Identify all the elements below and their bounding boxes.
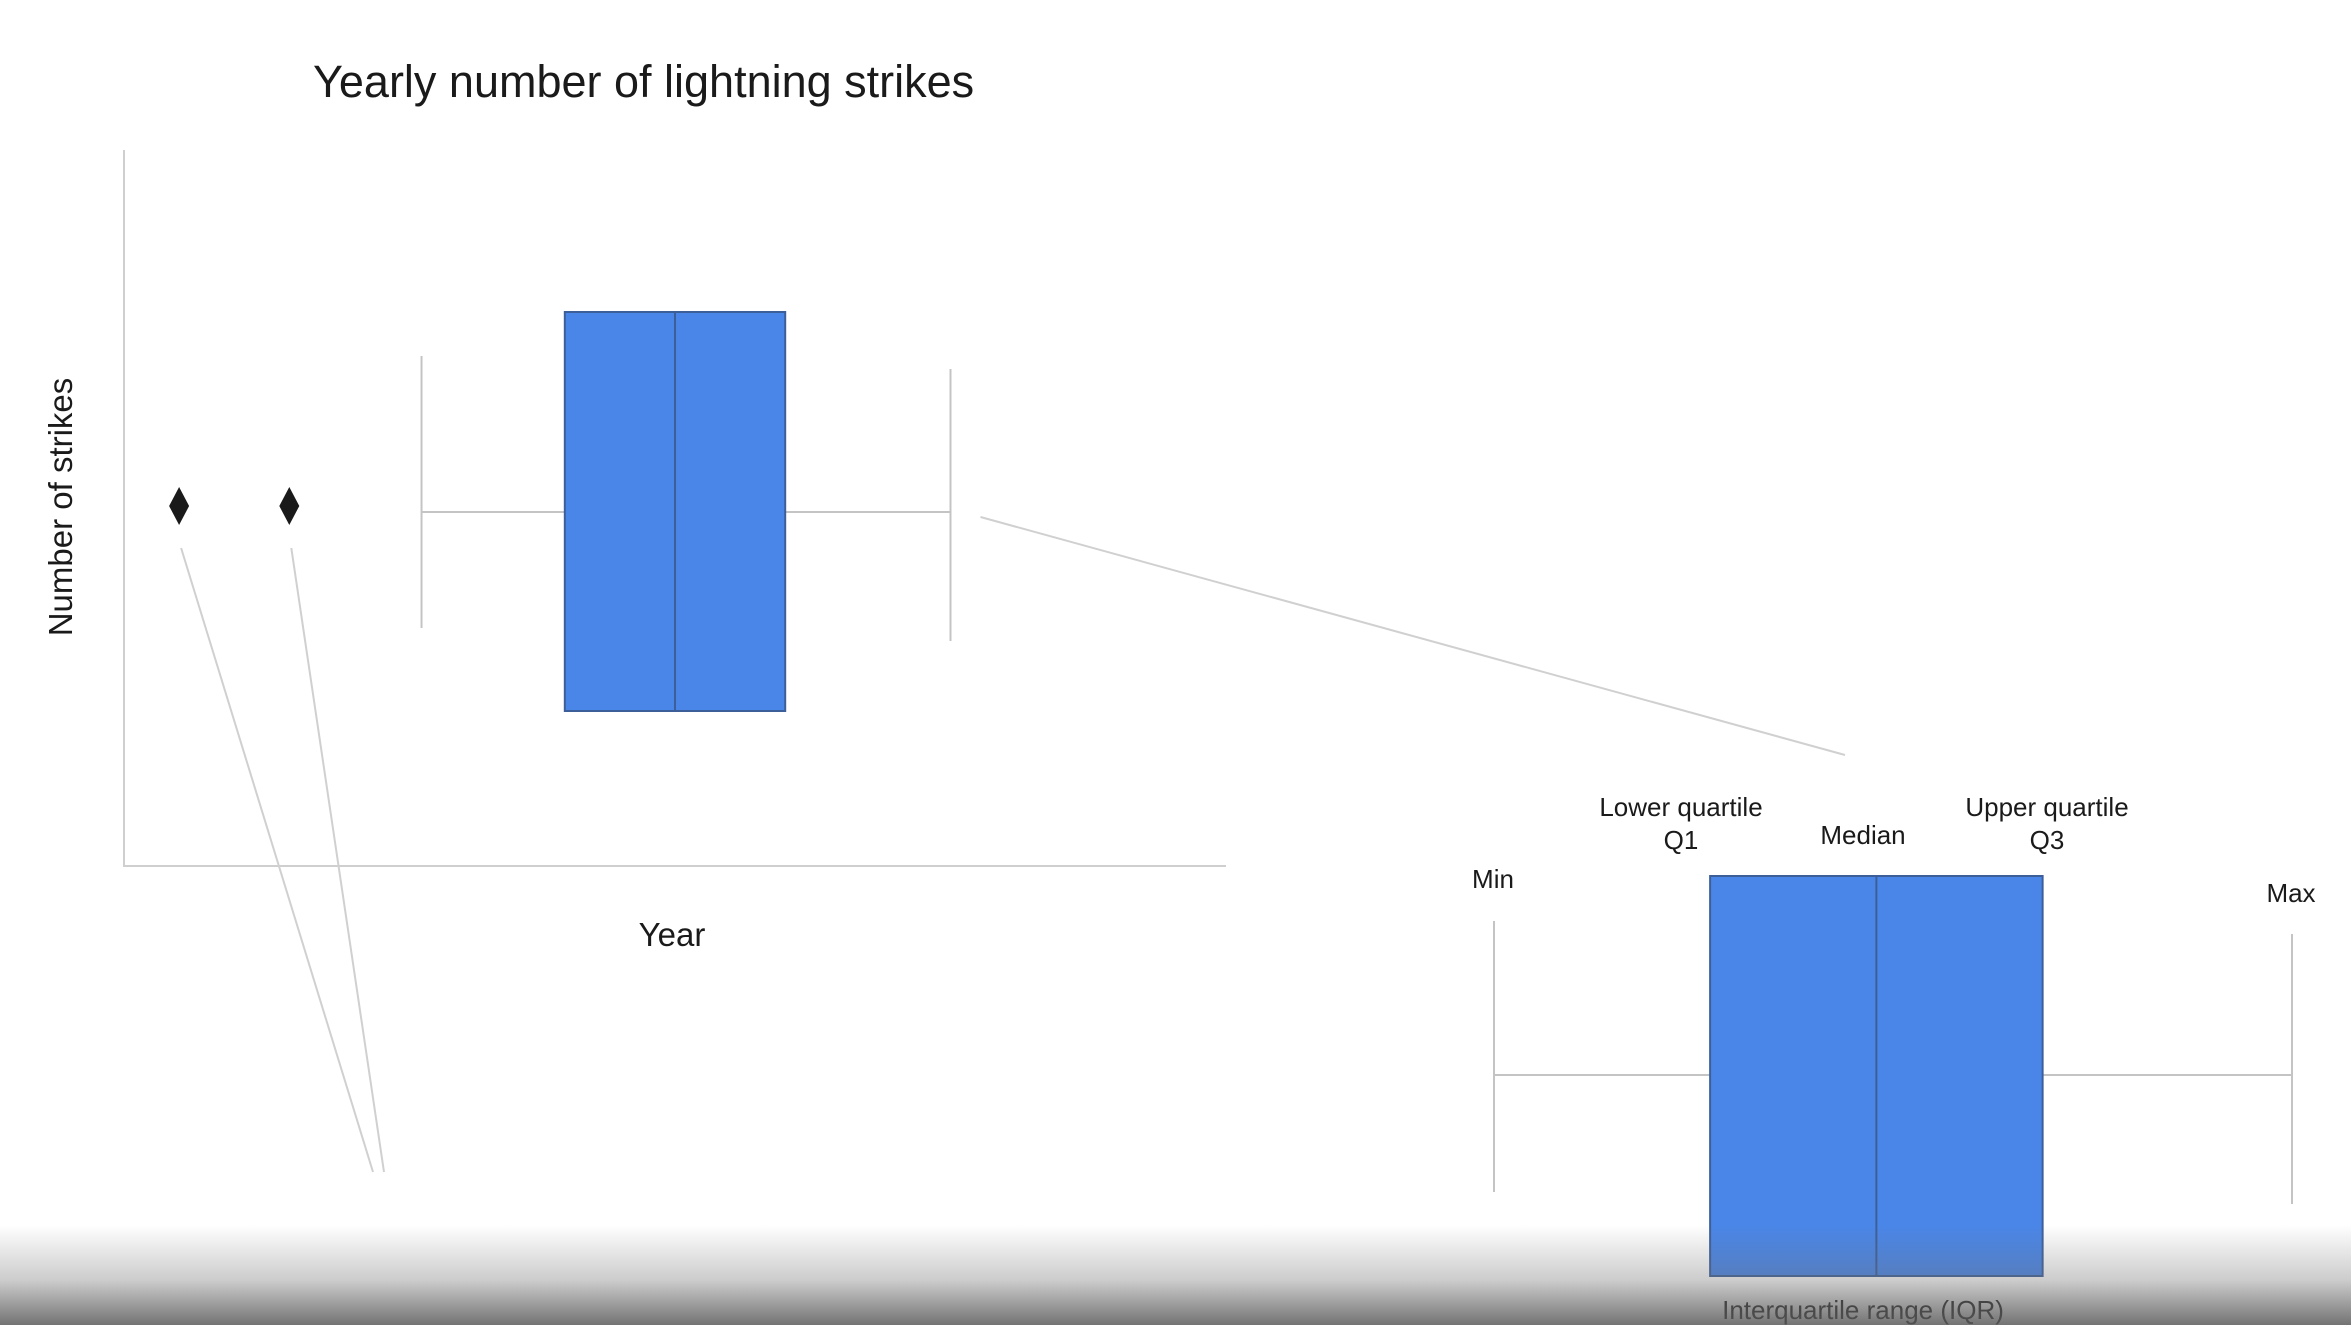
lower-quartile-label: Lower quartile [1599, 792, 1762, 822]
max-label: Max [2266, 878, 2315, 908]
x-axis-label: Year [639, 916, 706, 953]
outlier-point-2 [279, 487, 300, 525]
y-axis-label: Number of strikes [42, 378, 79, 637]
callout-leader-lines [180, 516, 1846, 1173]
q3-label: Q3 [2030, 825, 2065, 855]
main-boxplot [169, 311, 952, 712]
min-label: Min [1472, 864, 1514, 894]
iqr-label: Interquartile range (IQR) [1722, 1295, 2004, 1325]
callout-leader-line [980, 516, 1846, 756]
upper-quartile-label: Upper quartile [1965, 792, 2128, 822]
chart-title: Yearly number of lightning strikes [313, 56, 974, 107]
outlier-leader-line-2 [290, 547, 385, 1173]
q1-label: Q1 [1664, 825, 1699, 855]
median-label: Median [1820, 820, 1905, 850]
outlier-leader-line-1 [180, 547, 374, 1173]
outlier-point-1 [169, 487, 190, 525]
callout-labels: Lower quartile Q1 Median Upper quartile … [1472, 792, 2316, 1325]
annotated-boxplot-callout [1493, 875, 2293, 1277]
